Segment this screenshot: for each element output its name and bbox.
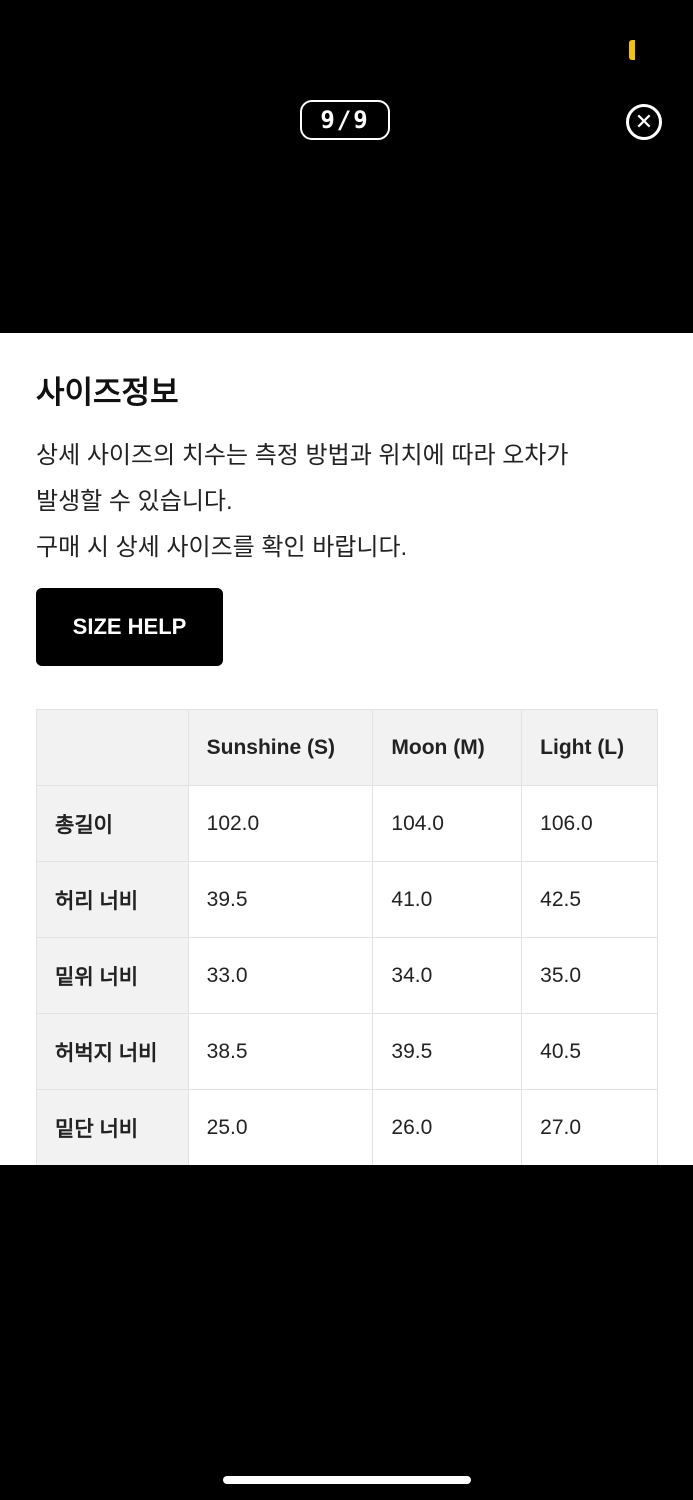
table-row: 밑위 너비 33.0 34.0 35.0 — [36, 937, 658, 1014]
row-label: 허벅지 너비 — [36, 1013, 189, 1090]
table-cell: 42.5 — [521, 861, 658, 938]
size-help-button[interactable]: SIZE HELP — [36, 588, 223, 666]
table-cell: 34.0 — [372, 937, 523, 1014]
table-cell: 33.0 — [187, 937, 374, 1014]
table-row: 허리 너비 39.5 41.0 42.5 — [36, 861, 658, 938]
size-table: Sunshine (S) Moon (M) Light (L) 총길이 102.0… — [36, 709, 658, 1165]
table-cell: 106.0 — [521, 785, 658, 862]
table-cell: 102.0 — [187, 785, 374, 862]
table-cell: 104.0 — [372, 785, 523, 862]
image-counter: 9/9 — [300, 100, 390, 140]
row-label: 밑단 너비 — [36, 1089, 189, 1165]
page-title: 사이즈정보 — [36, 375, 179, 410]
description-line: 구매 시 상세 사이즈를 확인 바랍니다. — [36, 534, 408, 561]
description-line: 상세 사이즈의 치수는 측정 방법과 위치에 따라 오차가 — [36, 442, 569, 469]
table-row: 허벅지 너비 38.5 39.5 40.5 — [36, 1013, 658, 1090]
table-cell: 39.5 — [372, 1013, 523, 1090]
table-row: 총길이 102.0 104.0 106.0 — [36, 785, 658, 862]
status-indicator — [629, 40, 635, 60]
row-label: 밑위 너비 — [36, 937, 189, 1014]
table-cell: 25.0 — [187, 1089, 374, 1165]
table-cell: 38.5 — [187, 1013, 374, 1090]
table-cell: 40.5 — [521, 1013, 658, 1090]
close-icon: ✕ — [634, 109, 654, 134]
table-cell: 35.0 — [521, 937, 658, 1014]
row-label: 허리 너비 — [36, 861, 189, 938]
header-cell — [36, 709, 189, 786]
table-header-row: Sunshine (S) Moon (M) Light (L) — [36, 709, 658, 786]
table-row: 밑단 너비 25.0 26.0 27.0 — [36, 1089, 658, 1165]
close-button[interactable]: ✕ — [626, 104, 662, 140]
size-info-panel: 사이즈정보 상세 사이즈의 치수는 측정 방법과 위치에 따라 오차가 발생할 … — [0, 333, 693, 1165]
table-cell: 27.0 — [521, 1089, 658, 1165]
header-cell: Moon (M) — [372, 709, 523, 786]
table-cell: 41.0 — [372, 861, 523, 938]
home-indicator[interactable] — [223, 1476, 471, 1484]
table-cell: 26.0 — [372, 1089, 523, 1165]
table-cell: 39.5 — [187, 861, 374, 938]
description-line: 발생할 수 있습니다. — [36, 488, 233, 515]
row-label: 총길이 — [36, 785, 189, 862]
header-cell: Sunshine (S) — [187, 709, 374, 786]
header-cell: Light (L) — [521, 709, 658, 786]
description: 상세 사이즈의 치수는 측정 방법과 위치에 따라 오차가 발생할 수 있습니다… — [36, 433, 666, 571]
